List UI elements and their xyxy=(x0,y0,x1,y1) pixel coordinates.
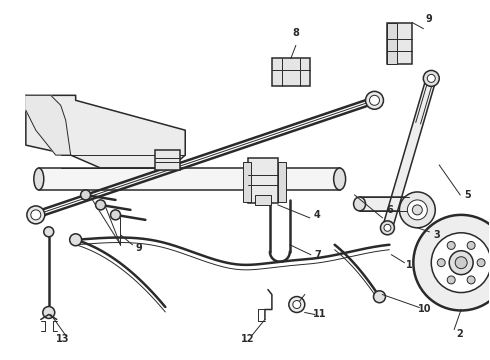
Bar xyxy=(272,58,310,86)
Bar xyxy=(360,197,409,211)
Circle shape xyxy=(369,95,379,105)
Circle shape xyxy=(414,215,490,310)
Ellipse shape xyxy=(34,168,44,190)
Ellipse shape xyxy=(403,197,416,211)
Text: 4: 4 xyxy=(313,210,320,220)
Circle shape xyxy=(384,224,391,231)
Text: 13: 13 xyxy=(56,334,70,345)
Circle shape xyxy=(373,291,386,303)
Text: 2: 2 xyxy=(456,329,463,339)
Circle shape xyxy=(70,234,82,246)
Circle shape xyxy=(449,251,473,275)
Circle shape xyxy=(447,242,455,249)
Bar xyxy=(243,162,251,202)
Circle shape xyxy=(423,71,439,86)
Circle shape xyxy=(467,276,475,284)
Text: 9: 9 xyxy=(426,14,433,24)
Circle shape xyxy=(43,306,55,319)
Text: 9: 9 xyxy=(135,243,142,253)
Circle shape xyxy=(31,210,41,220)
Circle shape xyxy=(455,257,467,269)
Text: 7: 7 xyxy=(315,250,321,260)
Circle shape xyxy=(467,242,475,249)
Circle shape xyxy=(27,206,45,224)
Circle shape xyxy=(407,200,427,220)
Circle shape xyxy=(413,205,422,215)
Circle shape xyxy=(437,259,445,267)
Ellipse shape xyxy=(334,168,345,190)
Bar xyxy=(278,162,286,202)
Text: 12: 12 xyxy=(241,334,255,345)
Circle shape xyxy=(427,75,435,82)
Polygon shape xyxy=(26,95,71,155)
Circle shape xyxy=(44,227,54,237)
Text: 10: 10 xyxy=(417,305,431,315)
Text: 6: 6 xyxy=(386,205,393,215)
Text: 8: 8 xyxy=(293,28,299,37)
Circle shape xyxy=(81,190,91,200)
Bar xyxy=(39,168,340,190)
Circle shape xyxy=(399,192,435,228)
Text: 5: 5 xyxy=(464,190,470,200)
Polygon shape xyxy=(26,95,185,168)
Text: 11: 11 xyxy=(313,310,326,319)
Circle shape xyxy=(96,200,105,210)
Bar xyxy=(155,150,180,170)
Polygon shape xyxy=(383,77,436,229)
Circle shape xyxy=(366,91,384,109)
Bar xyxy=(255,195,271,205)
Circle shape xyxy=(289,297,305,312)
Circle shape xyxy=(431,233,490,293)
Text: 3: 3 xyxy=(433,230,440,240)
Circle shape xyxy=(447,276,455,284)
Circle shape xyxy=(111,210,121,220)
Bar xyxy=(248,158,278,203)
Ellipse shape xyxy=(354,197,366,211)
Circle shape xyxy=(293,301,301,309)
Circle shape xyxy=(477,259,485,267)
Bar xyxy=(388,23,397,64)
Text: 1: 1 xyxy=(406,260,413,270)
Circle shape xyxy=(380,221,394,235)
Bar xyxy=(388,23,413,64)
